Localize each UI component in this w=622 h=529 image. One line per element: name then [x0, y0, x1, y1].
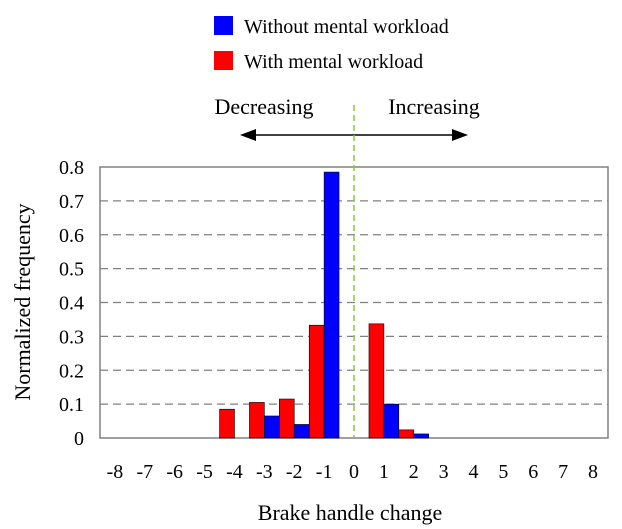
direction-arrow-right-head	[452, 129, 468, 141]
bars	[219, 171, 429, 439]
bar-with-2	[398, 429, 415, 439]
legend-swatch-with	[214, 51, 233, 70]
y-axis-title: Normalized frequency	[10, 203, 35, 400]
x-tick-label-15: 7	[558, 461, 568, 483]
bar-with--4	[219, 408, 235, 439]
bar-without--3	[264, 415, 280, 439]
x-tick-label-10: 2	[409, 461, 419, 483]
legend-label-with: With mental workload	[244, 51, 423, 73]
y-tick-label-4: 0.4	[59, 293, 84, 315]
bar-without--1	[323, 171, 340, 439]
x-tick-label-12: 4	[469, 461, 479, 483]
x-tick-label-6: -2	[286, 461, 303, 483]
bar-without-2	[413, 433, 429, 439]
annotation-decreasing: Decreasing	[215, 94, 314, 119]
x-tick-label-13: 5	[498, 461, 508, 483]
bar-with--1	[308, 324, 325, 439]
bar-with--3	[249, 402, 265, 439]
y-tick-label-8: 0.8	[59, 157, 84, 179]
y-tick-label-7: 0.7	[59, 191, 84, 213]
legend-label-without: Without mental workload	[244, 16, 449, 38]
annotation-increasing: Increasing	[388, 94, 480, 119]
x-tick-label-7: -1	[316, 461, 333, 483]
x-tick-label-5: -3	[256, 461, 273, 483]
x-tick-label-16: 8	[588, 461, 598, 483]
gridlines	[100, 200, 608, 405]
y-tick-label-1: 0.1	[59, 394, 84, 416]
x-tick-label-4: -4	[226, 461, 243, 483]
y-tick-label-6: 0.6	[59, 225, 84, 247]
x-tick-label-1: -7	[136, 461, 153, 483]
direction-arrow	[240, 129, 468, 141]
y-axis: 0 0.1 0.2 0.3 0.4 0.5 0.6 0.7 0.8	[59, 157, 84, 450]
y-tick-label-5: 0.5	[59, 259, 84, 281]
y-tick-label-0: 0	[74, 428, 84, 450]
x-tick-label-14: 6	[528, 461, 538, 483]
direction-arrow-left-head	[240, 129, 256, 141]
x-tick-label-2: -6	[166, 461, 183, 483]
bar-without--2	[293, 424, 310, 439]
x-axis-title: Brake handle change	[258, 500, 442, 525]
x-tick-label-11: 3	[439, 461, 449, 483]
bar-with-1	[368, 323, 385, 439]
legend-swatch-without	[214, 16, 233, 35]
x-tick-label-9: 1	[379, 461, 389, 483]
x-tick-label-8: 0	[349, 461, 359, 483]
bar-with--2	[279, 398, 295, 439]
x-tick-label-3: -5	[196, 461, 213, 483]
y-tick-label-3: 0.3	[59, 326, 84, 348]
x-tick-label-0: -8	[107, 461, 124, 483]
legend: Without mental workload With mental work…	[214, 16, 449, 73]
y-tick-label-2: 0.2	[59, 360, 84, 382]
bar-without-1	[383, 403, 400, 439]
x-axis: -8 -7 -6 -5 -4 -3 -2 -1 0 1 2 3 4 5 6 7 8	[107, 461, 598, 483]
